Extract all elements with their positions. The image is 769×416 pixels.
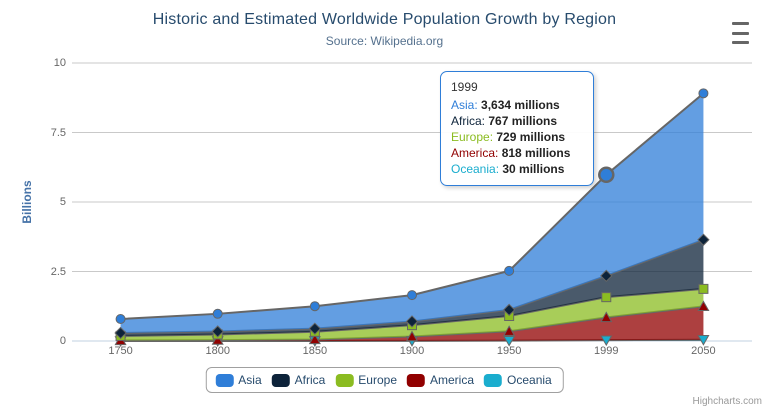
x-axis-label-1750: 1750 [108,345,133,357]
marker-africa-1850[interactable] [308,322,322,335]
legend-label-europe: Europe [358,373,398,387]
marker-america-1800[interactable] [211,334,224,345]
marker-europe-2050[interactable] [698,283,709,294]
tooltip-series-name: Oceania: [451,162,500,176]
marker-oceania-2050[interactable] [697,335,710,346]
legend-swatch-europe [335,373,354,387]
marker-asia-1999[interactable] [598,166,615,184]
marker-america-1900[interactable] [405,330,419,342]
marker-asia-1750[interactable] [115,314,126,325]
tooltip-series-name: Asia: [451,98,478,112]
marker-oceania-1999[interactable] [600,335,613,347]
tooltip: 1999 Asia: 3,634 millions Africa: 767 mil… [440,71,594,186]
legend-item-oceania[interactable]: Oceania [484,373,552,387]
tooltip-series-name: Europe: [451,130,494,144]
tooltip-row-oceania: Oceania: 30 millions [451,161,583,177]
y-axis-label-7.5: 7.5 [50,126,66,139]
x-axis-label-1850: 1850 [302,345,328,357]
legend-swatch-america [407,373,426,387]
legend-label-america: America [430,373,475,387]
marker-asia-1800[interactable] [212,308,223,319]
tooltip-row-africa: Africa: 767 millions [451,113,583,129]
legend-swatch-asia [215,373,234,387]
marker-africa-1750[interactable] [114,326,127,340]
legend-label-asia: Asia [238,373,262,387]
tooltip-series-value: 818 millions [501,146,571,160]
tooltip-row-asia: Asia: 3,634 millions [451,97,583,113]
y-axis-label-2.5: 2.5 [50,265,66,278]
x-axis-label-2050: 2050 [691,345,716,357]
marker-america-1950[interactable] [503,325,516,336]
tooltip-series-value: 767 millions [488,114,558,128]
area-america[interactable] [120,306,704,341]
area-asia[interactable] [120,93,704,333]
marker-asia-1950[interactable] [504,265,515,276]
tooltip-series-value: 729 millions [496,130,566,144]
tooltip-series-name: America: [451,146,499,160]
marker-america-2050[interactable] [697,300,710,312]
area-africa[interactable] [120,239,704,336]
tooltip-row-america: America: 818 millions [451,145,583,161]
marker-africa-2050[interactable] [697,233,710,246]
x-axis-label-1999: 1999 [594,345,619,357]
legend: Asia Africa Europe America Oceania [205,367,564,393]
marker-asia-1900[interactable] [407,290,417,301]
chart-subtitle: Source: Wikipedia.org [325,34,444,48]
legend-label-oceania: Oceania [507,373,552,387]
marker-africa-1999[interactable] [600,269,613,283]
tooltip-row-europe: Europe: 729 millions [451,129,583,145]
legend-item-asia[interactable]: Asia [215,373,262,387]
y-axis-label-10: 10 [53,57,66,69]
y-axis-label-5: 5 [59,196,66,208]
marker-africa-1950[interactable] [502,303,516,317]
marker-asia-2050[interactable] [698,88,709,99]
legend-swatch-oceania [484,373,503,387]
tooltip-series-value: 3,634 millions [481,98,560,112]
marker-africa-1900[interactable] [405,315,419,328]
marker-europe-1999[interactable] [601,292,612,303]
hamburger-icon [732,41,749,44]
marker-america-1850[interactable] [308,333,321,345]
tooltip-series-value: 30 millions [502,162,565,176]
marker-oceania-1950[interactable] [503,335,516,347]
marker-africa-1800[interactable] [211,325,224,338]
credits-link[interactable]: Highcharts.com [692,396,762,407]
x-axis-label-1800: 1800 [205,345,230,357]
hamburger-icon [732,22,749,25]
tooltip-series-name: Africa: [451,114,486,128]
legend-item-europe[interactable]: Europe [335,373,397,387]
x-axis-label-1900: 1900 [399,345,425,357]
legend-item-africa[interactable]: Africa [271,373,326,387]
context-menu-button[interactable] [732,21,750,45]
legend-swatch-africa [271,373,290,387]
hamburger-icon [732,31,749,35]
marker-america-1999[interactable] [600,311,613,323]
legend-item-america[interactable]: America [407,373,474,387]
legend-label-africa: Africa [294,373,326,387]
marker-asia-1850[interactable] [309,301,320,312]
x-axis-label-1950: 1950 [496,345,522,357]
y-axis-label-0: 0 [59,335,66,347]
tooltip-category: 1999 [451,80,478,94]
chart-title: Historic and Estimated Worldwide Populat… [152,11,617,28]
